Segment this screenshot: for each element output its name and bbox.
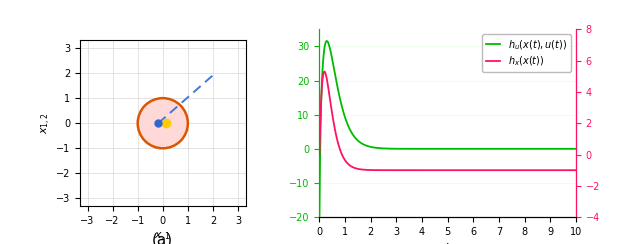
Text: (a): (a): [152, 233, 173, 244]
Circle shape: [138, 98, 188, 148]
X-axis label: $t$: $t$: [444, 243, 451, 244]
Legend: $h_u(x(t), u(t))$, $h_x(x(t))$: $h_u(x(t), u(t))$, $h_x(x(t))$: [482, 34, 571, 72]
X-axis label: $x_{,1}$: $x_{,1}$: [154, 231, 172, 244]
Y-axis label: $x_{1,2}$: $x_{1,2}$: [40, 112, 53, 134]
